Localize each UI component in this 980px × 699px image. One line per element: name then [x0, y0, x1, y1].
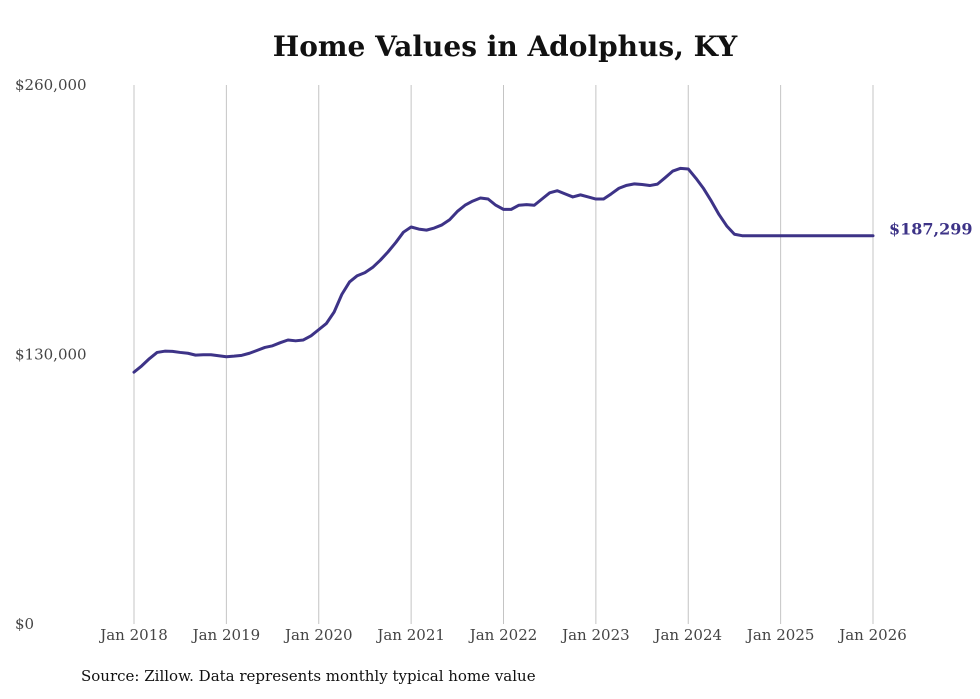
x-tick-label: Jan 2021: [375, 626, 445, 644]
x-tick-label: Jan 2023: [560, 626, 630, 644]
y-tick-label: $130,000: [15, 346, 87, 364]
home-value-line: [132, 166, 875, 374]
x-tick-label: Jan 2024: [652, 626, 722, 644]
x-tick-label: Jan 2022: [468, 626, 538, 644]
series-layer: [132, 166, 875, 374]
source-note: Source: Zillow. Data represents monthly …: [81, 667, 536, 685]
x-tick-label: Jan 2020: [283, 626, 353, 644]
x-tick-label: Jan 2026: [837, 626, 907, 644]
y-tick-label: $0: [15, 615, 34, 633]
y-axis-tick-labels: $0 $130,000 $260,000: [15, 76, 87, 633]
end-value-label: $187,299: [889, 220, 973, 239]
x-tick-label: Jan 2019: [191, 626, 261, 644]
x-tick-label: Jan 2025: [745, 626, 815, 644]
vertical-gridlines: [133, 85, 874, 624]
y-tick-label: $260,000: [15, 76, 87, 94]
x-axis-tick-labels: Jan 2018 Jan 2019 Jan 2020 Jan 2021 Jan 2022…: [98, 626, 907, 644]
x-tick-label: Jan 2018: [98, 626, 168, 644]
chart-title: Home Values in Adolphus, KY: [272, 30, 738, 63]
